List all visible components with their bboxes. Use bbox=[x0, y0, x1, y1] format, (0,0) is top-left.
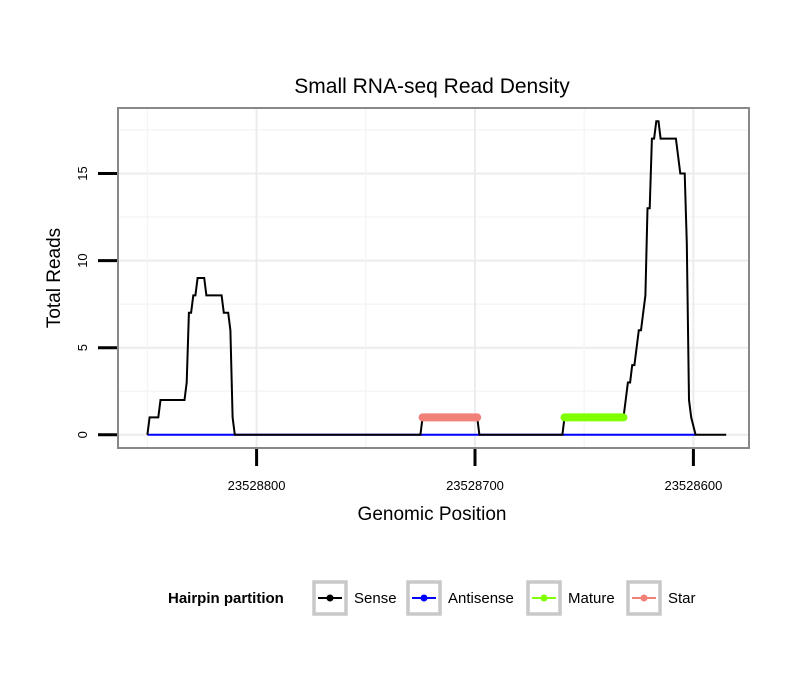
x-axis-label: Genomic Position bbox=[358, 504, 507, 525]
x-tick-label: 23528600 bbox=[664, 478, 722, 493]
chart-title: Small RNA-seq Read Density bbox=[294, 75, 570, 98]
x-axis: 23528800 23528700 23528600 bbox=[228, 449, 722, 493]
series-layer bbox=[146, 120, 727, 436]
legend-key-point bbox=[326, 594, 334, 602]
legend-label: Antisense bbox=[448, 590, 514, 607]
legend-label: Mature bbox=[568, 590, 615, 607]
legend-label: Sense bbox=[354, 590, 397, 607]
legend-label: Star bbox=[668, 590, 696, 607]
legend-key-point bbox=[420, 594, 428, 602]
legend-key-point bbox=[640, 594, 648, 602]
legend-title: Hairpin partition bbox=[168, 590, 284, 607]
y-axis-label: Total Reads bbox=[44, 228, 65, 328]
y-axis: 0 5 10 15 bbox=[75, 166, 117, 438]
legend-item-star: Star bbox=[626, 580, 696, 616]
legend-key-point bbox=[540, 594, 548, 602]
legend-item-mature: Mature bbox=[526, 580, 615, 616]
legend-item-antisense: Antisense bbox=[406, 580, 514, 616]
legend-item-sense: Sense bbox=[312, 580, 397, 616]
plot-panel bbox=[117, 107, 750, 449]
y-tick-label: 5 bbox=[75, 344, 90, 351]
y-tick-label: 10 bbox=[75, 253, 90, 267]
legend: Hairpin partition Sense Antisense Mature St… bbox=[168, 580, 696, 616]
x-tick-label: 23528800 bbox=[228, 478, 286, 493]
y-tick-label: 15 bbox=[75, 166, 90, 180]
x-tick-label: 23528700 bbox=[446, 478, 504, 493]
y-tick-label: 0 bbox=[75, 431, 90, 438]
